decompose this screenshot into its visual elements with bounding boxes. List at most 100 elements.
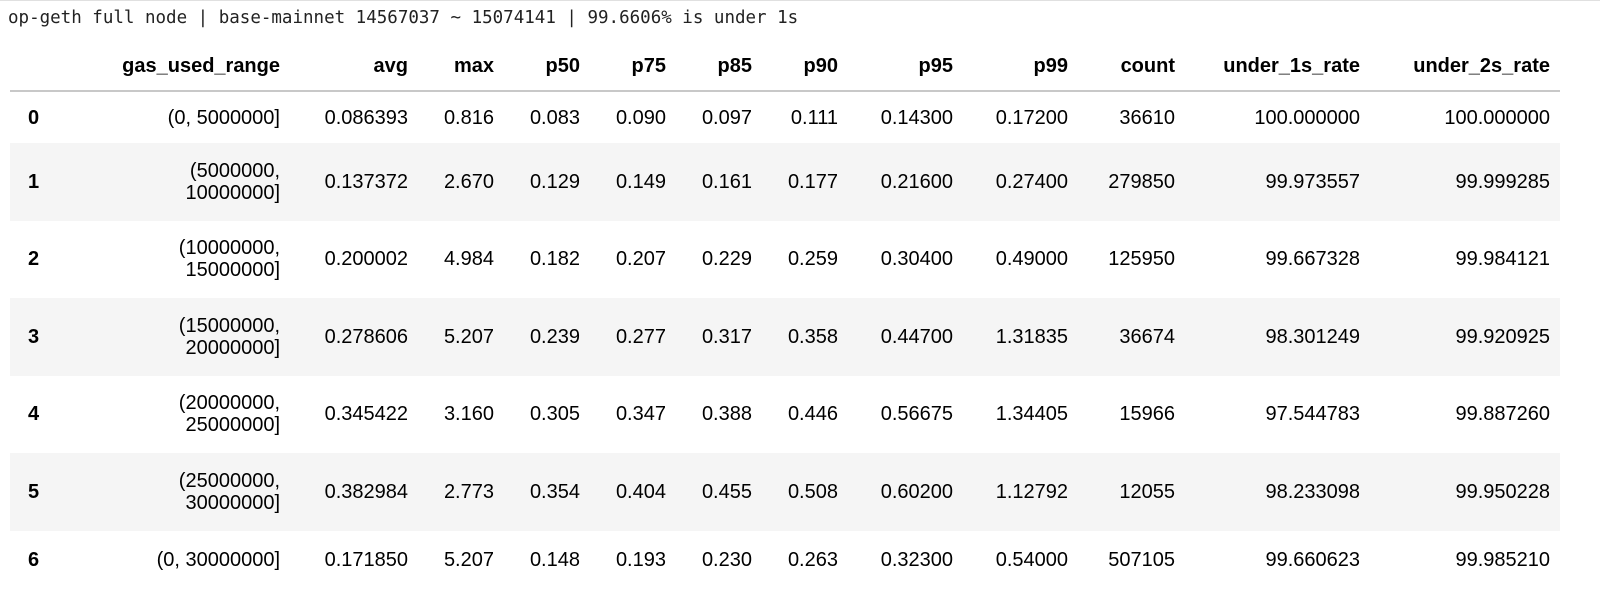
column-header-p99: p99 bbox=[963, 42, 1078, 92]
cell-avg: 0.345422 bbox=[324, 403, 408, 426]
cell-p85: 0.455 bbox=[701, 480, 752, 503]
cell-max: 5.207 bbox=[443, 325, 494, 348]
cell-gas_used_range: (20000000, 25000000] bbox=[178, 392, 280, 437]
cell-p85: 0.229 bbox=[701, 248, 752, 271]
cell-count: 36674 bbox=[1119, 325, 1175, 348]
cell-p75: 0.149 bbox=[615, 170, 666, 193]
cell-under_1s_rate: 99.660623 bbox=[1265, 548, 1360, 571]
table-row: 2 (10000000, 15000000] 0.200002 4.984 0.182 0… bbox=[10, 221, 1560, 299]
cell-p90: 0.259 bbox=[787, 248, 838, 271]
cell-gas_used_range: (0, 30000000] bbox=[156, 548, 280, 571]
cell-avg: 0.171850 bbox=[324, 548, 408, 571]
cell-p50: 0.083 bbox=[529, 106, 580, 129]
cell-p85: 0.317 bbox=[701, 325, 752, 348]
cell-p99: 1.12792 bbox=[995, 480, 1068, 503]
cell-p90: 0.111 bbox=[790, 106, 838, 129]
cell-p75: 0.277 bbox=[615, 325, 666, 348]
cell-p95: 0.44700 bbox=[880, 325, 953, 348]
header-row: gas_used_range avg max p50 p75 p85 p90 p95 p99 co… bbox=[10, 42, 1560, 92]
row-index: 6 bbox=[28, 548, 40, 571]
cell-p75: 0.347 bbox=[615, 403, 666, 426]
cell-p90: 0.358 bbox=[787, 325, 838, 348]
column-header-index bbox=[10, 42, 50, 92]
table-row: 4 (20000000, 25000000] 0.345422 3.160 0.305 0… bbox=[10, 376, 1560, 454]
column-header-max: max bbox=[418, 42, 504, 92]
cell-gas_used_range: (10000000, 15000000] bbox=[178, 237, 280, 282]
cell-p90: 0.263 bbox=[787, 548, 838, 571]
cell-under_2s_rate: 100.000000 bbox=[1444, 106, 1550, 129]
cell-gas_used_range: (15000000, 20000000] bbox=[178, 314, 280, 359]
cell-p99: 1.34405 bbox=[995, 403, 1068, 426]
cell-under_1s_rate: 100.000000 bbox=[1254, 106, 1360, 129]
cell-gas_used_range: (25000000, 30000000] bbox=[178, 469, 280, 514]
cell-p50: 0.305 bbox=[529, 403, 580, 426]
column-header-count: count bbox=[1078, 42, 1185, 92]
cell-p90: 0.508 bbox=[787, 480, 838, 503]
cell-p85: 0.097 bbox=[701, 106, 752, 129]
column-header-p75: p75 bbox=[590, 42, 676, 92]
cell-divider bbox=[0, 0, 1600, 1]
cell-under_1s_rate: 98.301249 bbox=[1265, 325, 1360, 348]
cell-p99: 0.54000 bbox=[995, 548, 1068, 571]
cell-avg: 0.382984 bbox=[324, 480, 408, 503]
cell-under_2s_rate: 99.999285 bbox=[1455, 170, 1550, 193]
cell-max: 4.984 bbox=[443, 248, 494, 271]
cell-p99: 1.31835 bbox=[995, 325, 1068, 348]
cell-avg: 0.137372 bbox=[324, 170, 408, 193]
cell-p95: 0.30400 bbox=[880, 248, 953, 271]
cell-gas_used_range: (0, 5000000] bbox=[167, 106, 280, 129]
dataframe-table: gas_used_range avg max p50 p75 p85 p90 p95 p99 co… bbox=[10, 42, 1560, 589]
row-index: 1 bbox=[28, 170, 40, 193]
cell-under_1s_rate: 97.544783 bbox=[1265, 403, 1360, 426]
row-index: 3 bbox=[28, 325, 40, 348]
cell-p85: 0.388 bbox=[701, 403, 752, 426]
cell-under_1s_rate: 98.233098 bbox=[1265, 480, 1360, 503]
cell-under_2s_rate: 99.950228 bbox=[1455, 480, 1550, 503]
column-header-under_2s_rate: under_2s_rate bbox=[1370, 42, 1560, 92]
cell-p99: 0.49000 bbox=[995, 248, 1068, 271]
cell-p95: 0.21600 bbox=[880, 170, 953, 193]
cell-p75: 0.193 bbox=[615, 548, 666, 571]
cell-p75: 0.090 bbox=[615, 106, 666, 129]
cell-under_1s_rate: 99.667328 bbox=[1265, 248, 1360, 271]
row-index: 2 bbox=[28, 248, 40, 271]
cell-count: 279850 bbox=[1108, 170, 1175, 193]
cell-max: 2.773 bbox=[443, 480, 494, 503]
cell-avg: 0.086393 bbox=[324, 106, 408, 129]
row-index: 5 bbox=[28, 480, 40, 503]
cell-p85: 0.230 bbox=[701, 548, 752, 571]
cell-max: 0.816 bbox=[443, 106, 494, 129]
cell-max: 5.207 bbox=[443, 548, 494, 571]
cell-p50: 0.129 bbox=[529, 170, 580, 193]
cell-max: 3.160 bbox=[443, 403, 494, 426]
column-header-under_1s_rate: under_1s_rate bbox=[1185, 42, 1370, 92]
cell-p90: 0.177 bbox=[787, 170, 838, 193]
cell-avg: 0.200002 bbox=[324, 248, 408, 271]
cell-under_1s_rate: 99.973557 bbox=[1265, 170, 1360, 193]
table-row: 0 (0, 5000000] 0.086393 0.816 0.083 0.090 0.09… bbox=[10, 91, 1560, 143]
cell-count: 12055 bbox=[1119, 480, 1175, 503]
cell-under_2s_rate: 99.887260 bbox=[1455, 403, 1550, 426]
cell-count: 507105 bbox=[1108, 548, 1175, 571]
column-header-avg: avg bbox=[290, 42, 418, 92]
cell-under_2s_rate: 99.984121 bbox=[1455, 248, 1550, 271]
cell-p90: 0.446 bbox=[787, 403, 838, 426]
column-header-p85: p85 bbox=[676, 42, 762, 92]
column-header-p50: p50 bbox=[504, 42, 590, 92]
cell-under_2s_rate: 99.920925 bbox=[1455, 325, 1550, 348]
row-index: 0 bbox=[28, 106, 40, 129]
cell-p95: 0.32300 bbox=[880, 548, 953, 571]
cell-p50: 0.148 bbox=[529, 548, 580, 571]
row-index: 4 bbox=[28, 403, 40, 426]
cell-p99: 0.27400 bbox=[995, 170, 1068, 193]
cell-avg: 0.278606 bbox=[324, 325, 408, 348]
cell-p95: 0.60200 bbox=[880, 480, 953, 503]
table-row: 5 (25000000, 30000000] 0.382984 2.773 0.354 0… bbox=[10, 453, 1560, 531]
cell-p50: 0.354 bbox=[529, 480, 580, 503]
cell-max: 2.670 bbox=[443, 170, 494, 193]
column-header-p95: p95 bbox=[848, 42, 963, 92]
cell-p95: 0.56675 bbox=[880, 403, 953, 426]
cell-p99: 0.17200 bbox=[995, 106, 1068, 129]
cell-p50: 0.182 bbox=[529, 248, 580, 271]
cell-under_2s_rate: 99.985210 bbox=[1455, 548, 1550, 571]
